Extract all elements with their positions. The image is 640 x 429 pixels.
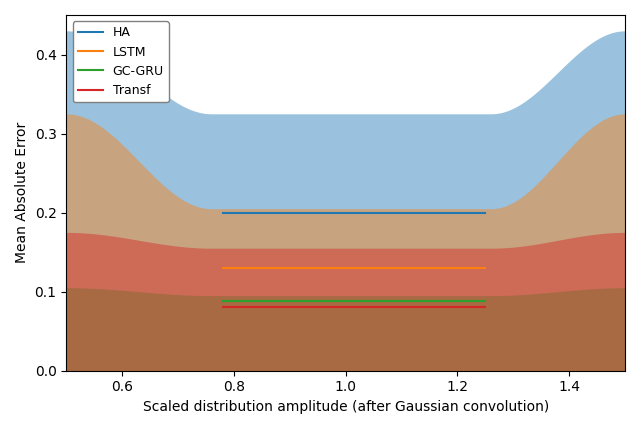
X-axis label: Scaled distribution amplitude (after Gaussian convolution): Scaled distribution amplitude (after Gau… — [143, 400, 548, 414]
Legend: HA, LSTM, GC-GRU, Transf: HA, LSTM, GC-GRU, Transf — [72, 21, 169, 102]
Y-axis label: Mean Absolute Error: Mean Absolute Error — [15, 122, 29, 263]
